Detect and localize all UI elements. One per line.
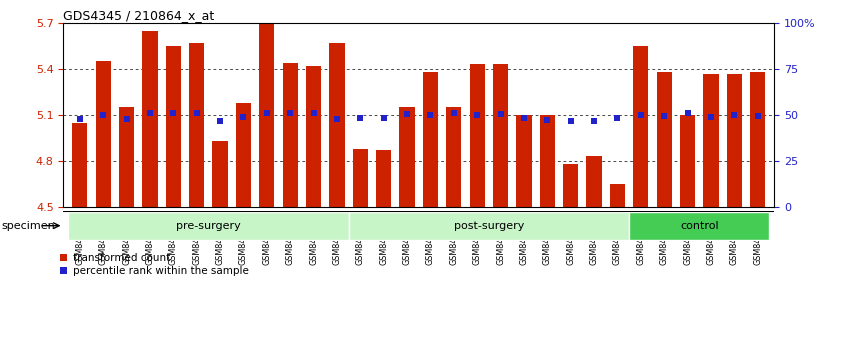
- Point: [611, 115, 624, 121]
- Point: [634, 112, 647, 118]
- Point: [213, 118, 227, 124]
- Bar: [69, 212, 349, 240]
- Point: [470, 112, 484, 118]
- Bar: [446, 107, 461, 207]
- Bar: [634, 46, 648, 207]
- Bar: [329, 43, 344, 207]
- Point: [494, 111, 508, 117]
- Bar: [376, 150, 392, 207]
- Text: pre-surgery: pre-surgery: [176, 221, 241, 231]
- Bar: [259, 23, 274, 207]
- Text: control: control: [680, 221, 718, 231]
- Bar: [540, 115, 555, 207]
- Bar: [353, 149, 368, 207]
- Bar: [142, 31, 157, 207]
- Point: [354, 115, 367, 121]
- Bar: [563, 164, 579, 207]
- Point: [541, 117, 554, 122]
- Bar: [72, 123, 87, 207]
- Bar: [656, 72, 672, 207]
- Bar: [236, 103, 251, 207]
- Bar: [190, 43, 204, 207]
- Bar: [119, 107, 135, 207]
- Legend: transformed count, percentile rank within the sample: transformed count, percentile rank withi…: [60, 253, 249, 276]
- Bar: [516, 115, 531, 207]
- Bar: [610, 184, 625, 207]
- Point: [96, 112, 110, 118]
- Bar: [493, 64, 508, 207]
- Point: [400, 111, 414, 117]
- Point: [190, 110, 203, 116]
- Bar: [629, 212, 769, 240]
- Point: [447, 110, 460, 116]
- Point: [564, 118, 578, 124]
- Point: [728, 112, 741, 118]
- Bar: [680, 115, 695, 207]
- Point: [330, 116, 343, 121]
- Bar: [703, 74, 718, 207]
- Point: [751, 113, 765, 119]
- Point: [307, 110, 321, 116]
- Point: [704, 114, 717, 120]
- Bar: [586, 156, 602, 207]
- Bar: [349, 212, 629, 240]
- Point: [237, 114, 250, 120]
- Point: [143, 110, 157, 116]
- Bar: [727, 74, 742, 207]
- Point: [657, 113, 671, 119]
- Point: [587, 118, 601, 124]
- Bar: [166, 46, 181, 207]
- Bar: [96, 61, 111, 207]
- Point: [120, 116, 134, 121]
- Bar: [399, 107, 415, 207]
- Bar: [283, 63, 298, 207]
- Point: [167, 110, 180, 116]
- Point: [73, 116, 86, 121]
- Point: [260, 110, 273, 116]
- Bar: [212, 141, 228, 207]
- Point: [681, 110, 695, 116]
- Bar: [306, 66, 321, 207]
- Text: post-surgery: post-surgery: [453, 221, 524, 231]
- Bar: [470, 64, 485, 207]
- Point: [377, 115, 391, 121]
- Text: GDS4345 / 210864_x_at: GDS4345 / 210864_x_at: [63, 9, 215, 22]
- Text: specimen: specimen: [2, 221, 56, 231]
- Bar: [750, 72, 766, 207]
- Point: [283, 110, 297, 116]
- Point: [517, 115, 530, 121]
- Point: [424, 112, 437, 118]
- Bar: [423, 72, 438, 207]
